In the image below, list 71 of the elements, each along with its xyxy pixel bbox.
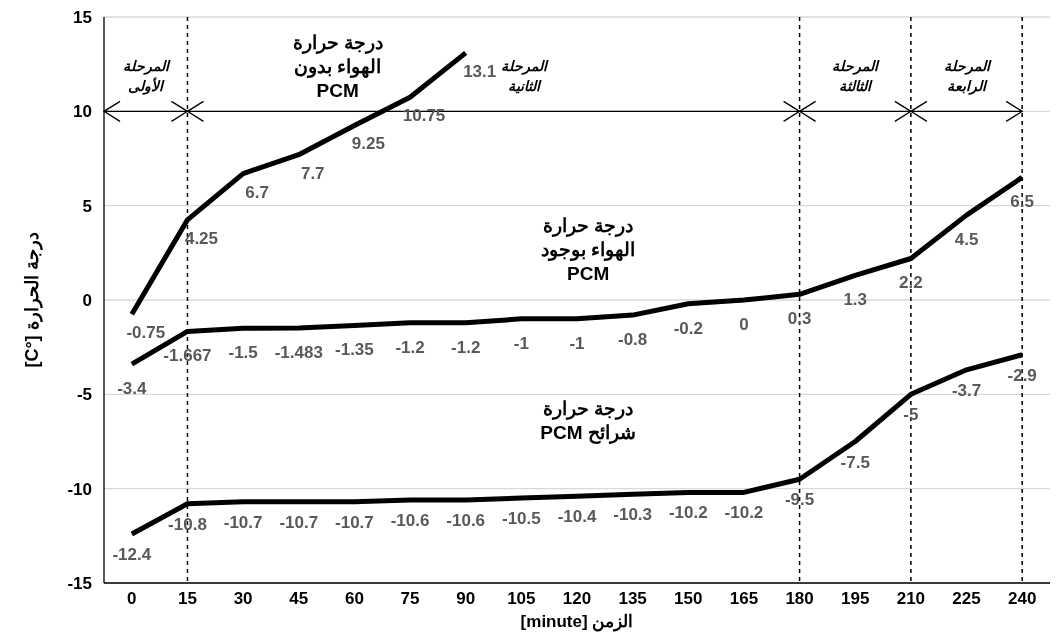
y-tick-label: -5 (76, 385, 92, 405)
data-label: -1.483 (274, 342, 323, 362)
y-tick-label: 10 (73, 102, 92, 122)
data-label: -3.7 (951, 380, 982, 400)
x-tick-label: 45 (289, 589, 309, 608)
x-tick-label: 15 (178, 589, 197, 608)
data-label: 9.25 (351, 134, 385, 154)
data-label: -1.35 (335, 340, 374, 360)
data-label: -1.2 (451, 337, 481, 357)
x-tick-label: 135 (618, 589, 647, 608)
data-label: 4.5 (954, 230, 979, 250)
data-label: -10.5 (501, 509, 541, 529)
y-axis-title: درجة الحرارة [°C] (22, 232, 43, 368)
data-label: 13.1 (463, 61, 497, 81)
data-label: -1.2 (395, 337, 425, 357)
data-label: -12.4 (112, 544, 152, 564)
y-tick-label: 5 (82, 196, 92, 216)
annotation: المرحلة الرابعة (943, 58, 992, 96)
x-tick-label: 180 (785, 589, 814, 608)
x-tick-label: 60 (344, 589, 364, 608)
data-label: -1 (569, 333, 585, 353)
annotation: المرحلة الثانية (501, 58, 550, 95)
data-label: -10.2 (668, 503, 708, 523)
annotation: المرحلة الأولى (122, 58, 171, 96)
x-tick-label: 150 (674, 589, 703, 608)
data-label: -10.6 (446, 510, 486, 530)
x-tick-label: 90 (456, 589, 476, 608)
data-label: -2.9 (1007, 365, 1037, 385)
data-label: 1.3 (843, 290, 868, 310)
data-label: -10.2 (724, 503, 764, 523)
data-label: 0 (739, 315, 749, 334)
data-label: 7.7 (300, 163, 325, 183)
x-tick-label: 120 (562, 589, 592, 608)
data-label: -10.7 (223, 512, 263, 532)
data-label: -10.7 (335, 512, 374, 532)
x-tick-label: 195 (841, 589, 870, 608)
x-axis-title: الزمن [minute] (520, 612, 634, 632)
x-tick-label: 165 (729, 589, 759, 608)
data-label: -1.5 (228, 343, 258, 363)
y-tick-label: -10 (67, 479, 92, 499)
data-label: 0.3 (787, 309, 812, 329)
data-label: -10.6 (390, 510, 430, 530)
data-label: 10.75 (402, 106, 446, 126)
data-label: -10.7 (279, 512, 319, 532)
data-label: -10.4 (557, 507, 597, 527)
annotation: المرحلة الثالثة (832, 58, 881, 95)
x-tick-label: 30 (233, 589, 253, 608)
data-label: -10.8 (168, 514, 207, 534)
y-tick-label: -15 (67, 574, 92, 593)
x-tick-label: 105 (507, 589, 536, 608)
data-label: -1 (513, 333, 529, 353)
data-label: 4.25 (184, 228, 219, 248)
data-label: 2.2 (899, 273, 923, 293)
text: درجة حرارة شرائح PCM (540, 398, 636, 445)
data-label: -10.3 (613, 505, 653, 525)
y-tick-label: 0 (82, 291, 92, 310)
data-label: -7.5 (840, 452, 870, 472)
x-tick-label: 75 (400, 589, 420, 608)
data-label: -0.75 (126, 323, 166, 343)
data-label: -0.2 (673, 318, 703, 338)
x-tick-label: 240 (1007, 589, 1037, 608)
x-tick-label: 225 (952, 589, 981, 608)
data-label: -1.667 (163, 346, 212, 366)
data-label: 6.7 (245, 182, 269, 202)
x-tick-label: 210 (896, 589, 926, 608)
data-label: -3.4 (117, 379, 148, 399)
x-tick-label: 0 (127, 589, 137, 608)
y-tick-label: 15 (73, 8, 92, 27)
data-label: -9.5 (784, 490, 815, 510)
data-label: 6.5 (1010, 192, 1034, 212)
data-label: -0.8 (618, 330, 648, 350)
